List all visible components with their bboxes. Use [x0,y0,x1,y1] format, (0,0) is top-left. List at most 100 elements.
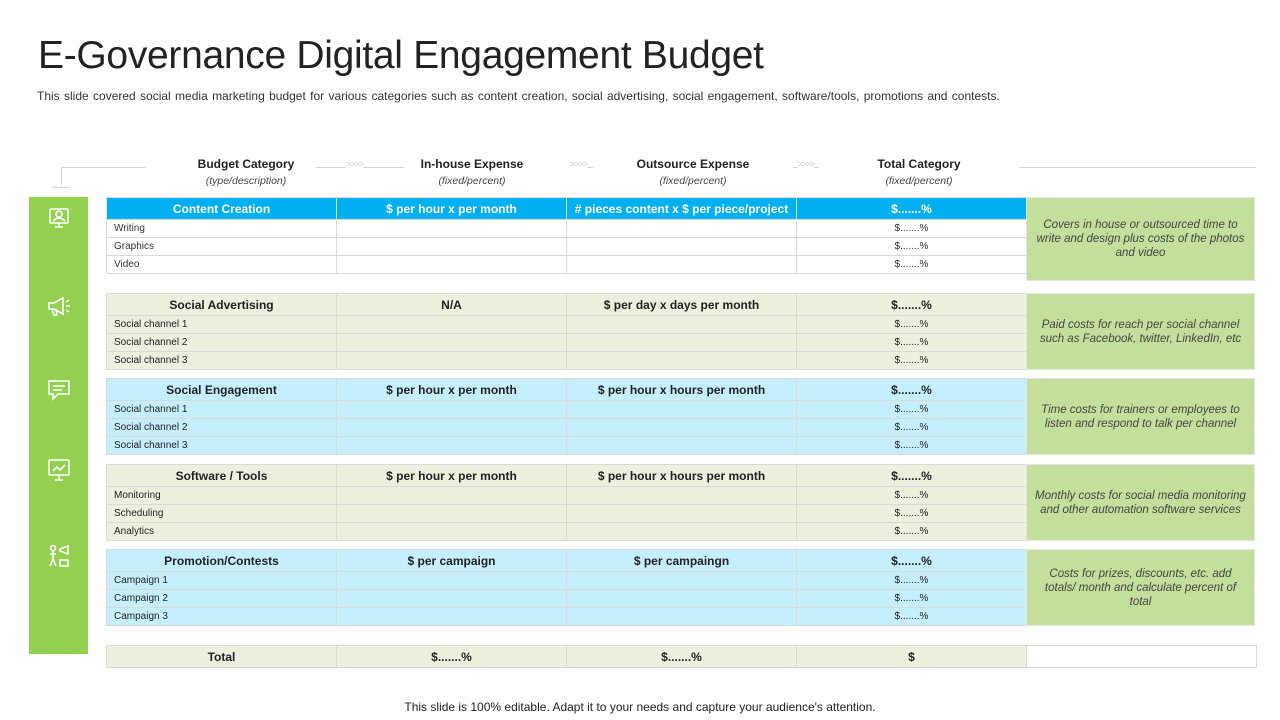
section-social-engagement: Social Engagement $ per hour x per month… [106,378,1027,455]
row-label: Social channel 3 [106,436,337,455]
outsource-cell[interactable] [566,571,797,590]
section-title: Software / Tools [106,464,337,487]
outsource-cell[interactable] [566,237,797,256]
header-label: Budget Category [197,157,295,171]
page-title: E-Governance Digital Engagement Budget [38,34,764,77]
header-tick [61,167,62,185]
inhouse-cell[interactable] [336,255,567,274]
table-row: Social channel 1 $.......% [106,315,1027,334]
outsource-cell[interactable] [566,418,797,437]
table-row: Social channel 3 $.......% [106,351,1027,370]
row-label: Social channel 3 [106,351,337,370]
table-row: Social channel 2 $.......% [106,418,1027,437]
inhouse-formula: $ per hour x per month [336,378,567,401]
section-promotion-contests: Promotion/Contests $ per campaign $ per … [106,549,1027,626]
section-note: Monthly costs for social media monitorin… [1026,464,1255,541]
header-sub: (fixed/percent) [438,175,506,187]
row-label: Campaign 2 [106,589,337,608]
section-title: Content Creation [106,197,337,220]
table-row: Writing $.......% [106,219,1027,238]
inhouse-cell[interactable] [336,436,567,455]
outsource-cell[interactable] [566,315,797,334]
inhouse-formula: $ per hour x per month [336,464,567,487]
inhouse-cell[interactable] [336,589,567,608]
row-label: Social channel 2 [106,333,337,352]
footer-text: This slide is 100% editable. Adapt it to… [404,700,876,714]
inhouse-cell[interactable] [336,351,567,370]
outsource-cell[interactable] [566,486,797,505]
megaphone-icon [48,296,70,316]
outsource-formula: $ per hour x hours per month [566,464,797,487]
inhouse-cell[interactable] [336,237,567,256]
outsource-cell[interactable] [566,504,797,523]
inhouse-cell[interactable] [336,400,567,419]
section-title: Social Advertising [106,293,337,316]
table-row: Campaign 1 $.......% [106,571,1027,590]
section-title: Promotion/Contests [106,549,337,572]
section-header-row: Software / Tools $ per hour x per month … [106,464,1027,487]
inhouse-cell[interactable] [336,504,567,523]
row-label: Campaign 1 [106,571,337,590]
table-row: Monitoring $.......% [106,486,1027,505]
section-note: Time costs for trainers or employees to … [1026,378,1255,455]
table-row: Social channel 3 $.......% [106,436,1027,455]
row-label: Campaign 3 [106,607,337,626]
inhouse-cell[interactable] [336,315,567,334]
inhouse-cell[interactable] [336,522,567,541]
monitor-icon [48,459,70,481]
total-outsource: $.......% [566,645,797,668]
inhouse-cell[interactable] [336,219,567,238]
total-value: $.......% [796,378,1027,401]
inhouse-cell[interactable] [336,333,567,352]
total-value: $.......% [796,549,1027,572]
header-total-category: Total Category (fixed/percent) [819,157,1019,187]
header-budget-category: Budget Category (type/description) [146,157,346,187]
section-note: Costs for prizes, discounts, etc. add to… [1026,549,1255,626]
outsource-formula: # pieces content x $ per piece/project [566,197,797,220]
outsource-cell[interactable] [566,400,797,419]
table-row: Campaign 3 $.......% [106,607,1027,626]
inhouse-formula: $ per hour x per month [336,197,567,220]
outsource-cell[interactable] [566,589,797,608]
section-header-row: Content Creation $ per hour x per month … [106,197,1027,220]
total-cell: $.......% [796,333,1027,352]
outsource-cell[interactable] [566,351,797,370]
total-cell: $.......% [796,400,1027,419]
contest-icon [49,544,69,567]
outsource-cell[interactable] [566,436,797,455]
row-label: Analytics [106,522,337,541]
row-label: Writing [106,219,337,238]
presentation-icon [49,208,69,228]
header-tick-base [52,187,70,188]
total-cell: $.......% [796,522,1027,541]
inhouse-cell[interactable] [336,607,567,626]
row-label: Social channel 2 [106,418,337,437]
outsource-cell[interactable] [566,219,797,238]
page-subtitle: This slide covered social media marketin… [37,89,1000,103]
row-label: Scheduling [106,504,337,523]
total-cell: $.......% [796,436,1027,455]
total-cell: $.......% [796,418,1027,437]
total-value: $.......% [796,464,1027,487]
row-label: Monitoring [106,486,337,505]
total-cell: $.......% [796,219,1027,238]
total-cell: $.......% [796,351,1027,370]
inhouse-cell[interactable] [336,571,567,590]
section-title: Social Engagement [106,378,337,401]
outsource-cell[interactable] [566,333,797,352]
inhouse-cell[interactable] [336,418,567,437]
sidebar [29,197,88,654]
table-row: Campaign 2 $.......% [106,589,1027,608]
inhouse-cell[interactable] [336,486,567,505]
total-cell: $.......% [796,315,1027,334]
table-row: Scheduling $.......% [106,504,1027,523]
total-cell: $.......% [796,589,1027,608]
header-sub: (type/description) [205,175,287,187]
total-cell: $.......% [796,237,1027,256]
outsource-cell[interactable] [566,522,797,541]
outsource-cell[interactable] [566,255,797,274]
chevron-arrow-icon: >>>> [346,159,364,169]
outsource-cell[interactable] [566,607,797,626]
total-label: Total [106,645,337,668]
row-label: Video [106,255,337,274]
